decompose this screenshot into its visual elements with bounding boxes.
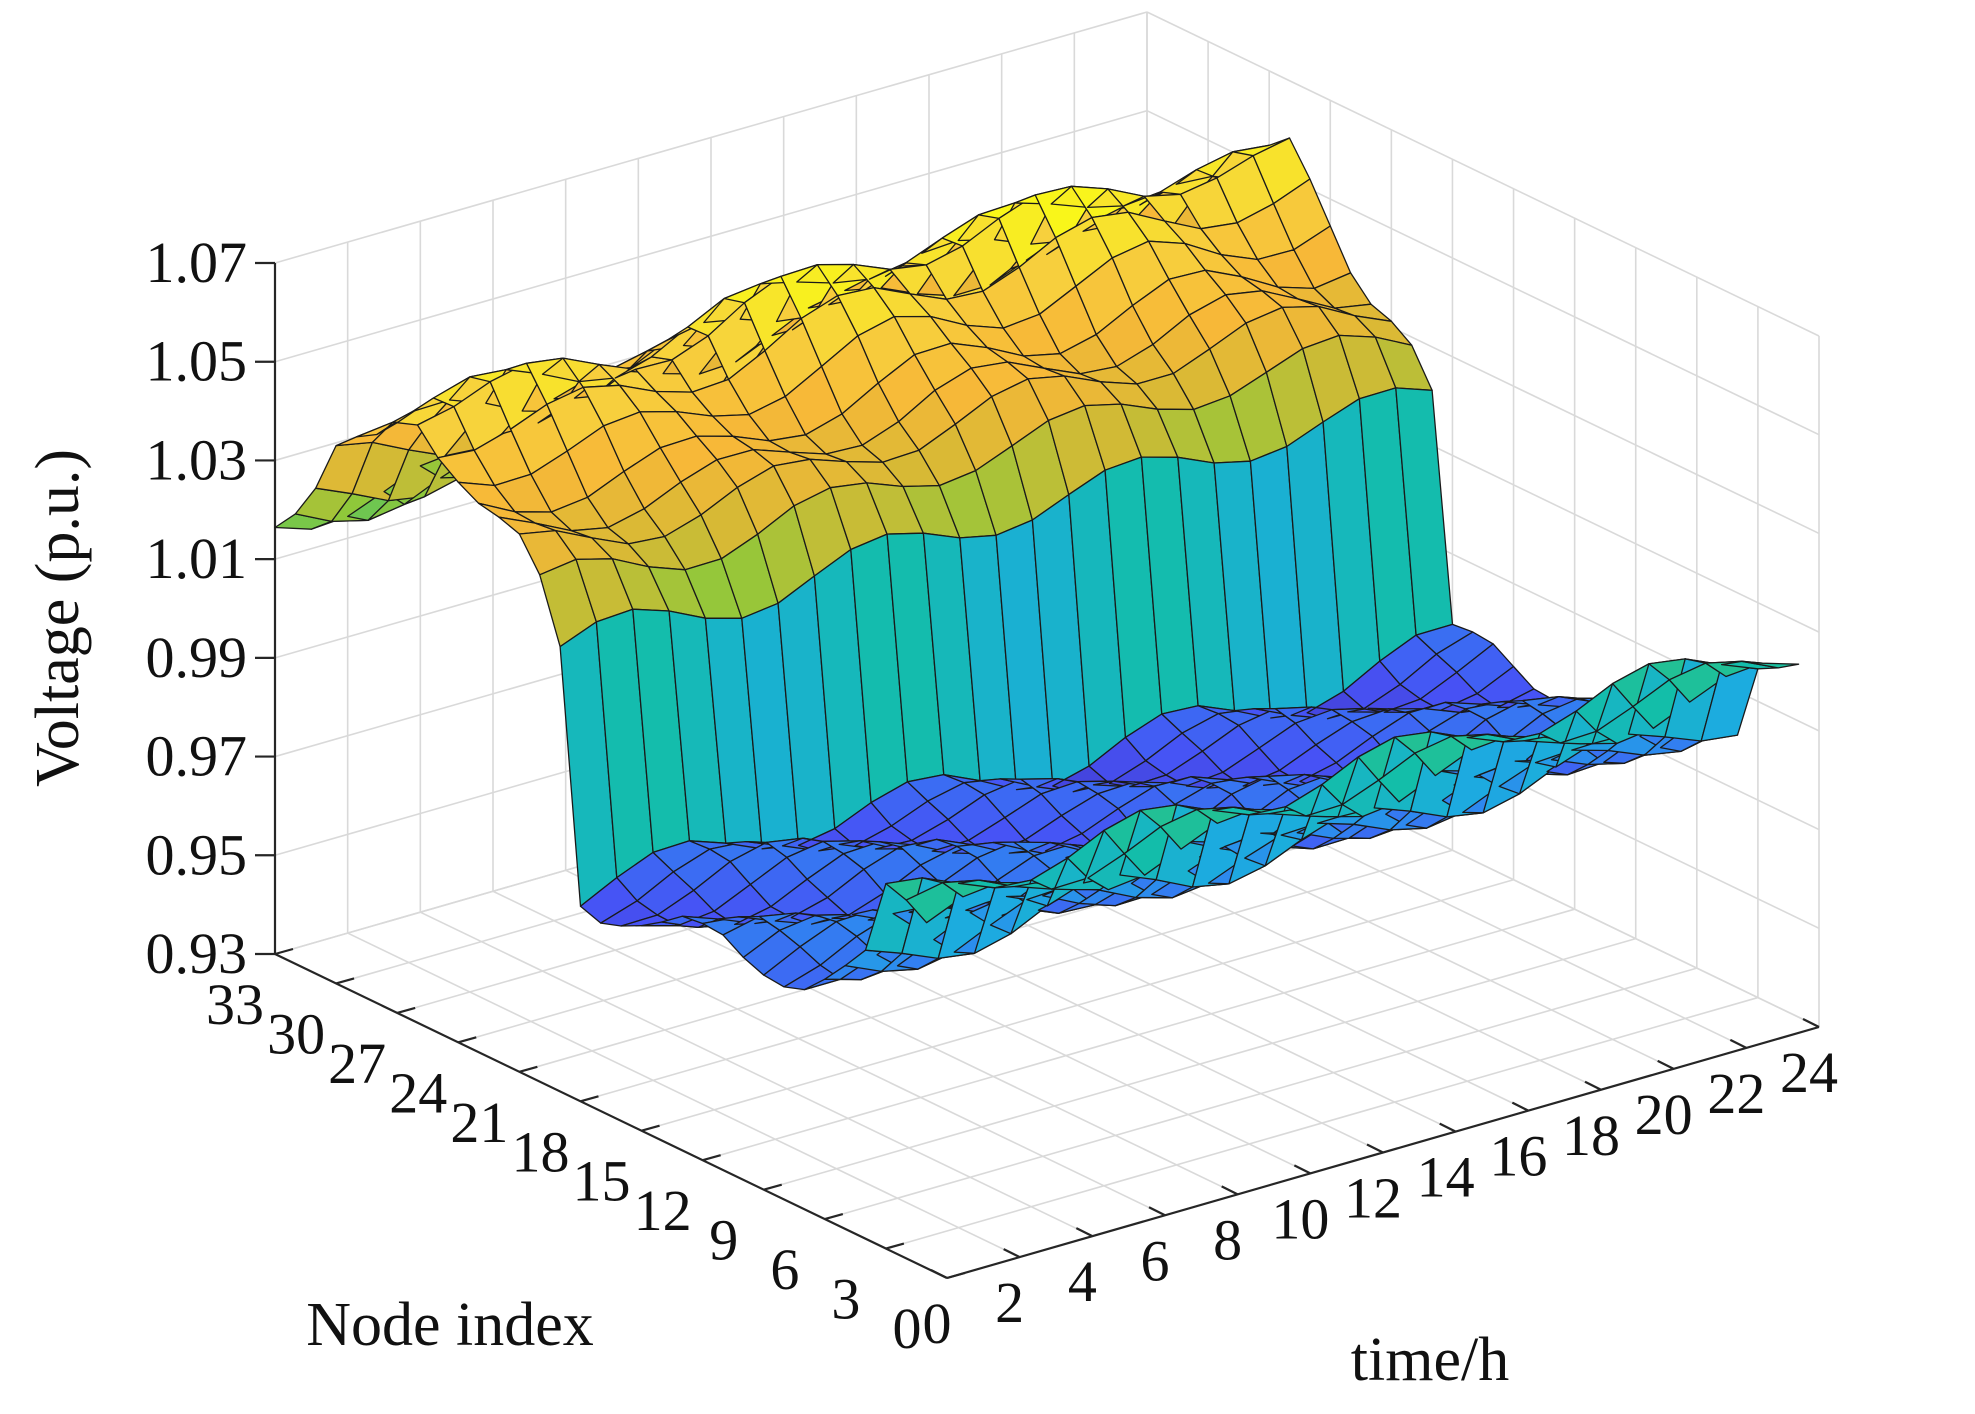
floor-grid-line bbox=[763, 937, 1636, 1191]
x-tick-label: 22 bbox=[1707, 1061, 1765, 1126]
x-tick bbox=[930, 1269, 948, 1279]
x-tick-label: 24 bbox=[1780, 1040, 1838, 1105]
x-tick-label: 0 bbox=[923, 1291, 952, 1356]
x-tick-label: 2 bbox=[995, 1270, 1024, 1335]
x-tick bbox=[1003, 1248, 1021, 1259]
x-tick bbox=[1584, 1080, 1602, 1091]
x-tick bbox=[1729, 1038, 1747, 1049]
y-tick bbox=[946, 1271, 966, 1280]
x-tick-label: 16 bbox=[1489, 1124, 1547, 1189]
y-axis-title: Node index bbox=[306, 1291, 594, 1359]
floor-grid-line bbox=[885, 996, 1759, 1250]
y-tick bbox=[580, 1095, 599, 1103]
x-tick bbox=[1802, 1018, 1820, 1028]
z-tick-label: 0.93 bbox=[146, 921, 248, 986]
y-tick bbox=[824, 1213, 844, 1221]
x-tick-label: 14 bbox=[1417, 1145, 1475, 1210]
z-tick-label: 0.97 bbox=[146, 724, 248, 789]
y-tick-label: 18 bbox=[511, 1119, 569, 1184]
floor-grid-line bbox=[580, 849, 1453, 1103]
z-tick-label: 1.03 bbox=[146, 427, 248, 492]
x-tick bbox=[1511, 1101, 1529, 1112]
y-tick-label: 3 bbox=[831, 1267, 860, 1332]
y-tick-label: 15 bbox=[573, 1149, 631, 1214]
z-tick-label: 1.07 bbox=[146, 230, 248, 295]
y-tick-label: 9 bbox=[709, 1208, 738, 1273]
y-tick bbox=[885, 1242, 905, 1250]
z-tick-label: 0.95 bbox=[146, 822, 248, 887]
back-wall-grid-line bbox=[274, 109, 1148, 363]
x-tick bbox=[1293, 1164, 1311, 1175]
y-tick-label: 12 bbox=[634, 1178, 692, 1243]
back-wall-grid-line bbox=[274, 11, 1148, 264]
y-tick bbox=[335, 977, 355, 985]
y-tick bbox=[274, 947, 294, 956]
x-axis-title: time/h bbox=[1351, 1326, 1509, 1394]
x-tick-label: 20 bbox=[1635, 1082, 1693, 1147]
y-tick bbox=[641, 1124, 660, 1132]
y-tick-label: 27 bbox=[328, 1031, 386, 1096]
y-axis-line bbox=[274, 953, 948, 1279]
floor-grid-line bbox=[824, 967, 1698, 1220]
surface-cell bbox=[1741, 660, 1800, 669]
floor-grid-line bbox=[641, 878, 1514, 1132]
x-tick bbox=[1439, 1122, 1457, 1133]
x-tick bbox=[1148, 1206, 1166, 1217]
y-tick bbox=[763, 1183, 783, 1191]
x-tick-label: 4 bbox=[1068, 1249, 1097, 1314]
x-tick-label: 18 bbox=[1562, 1103, 1620, 1168]
y-tick bbox=[519, 1065, 538, 1073]
x-tick-label: 12 bbox=[1344, 1166, 1402, 1231]
x-tick-label: 8 bbox=[1213, 1207, 1242, 1272]
floor-grid-line bbox=[347, 932, 1021, 1258]
y-tick bbox=[457, 1036, 477, 1044]
y-tick-label: 24 bbox=[389, 1060, 447, 1125]
y-tick-label: 33 bbox=[206, 972, 264, 1037]
x-tick-label: 10 bbox=[1271, 1186, 1329, 1251]
x-tick bbox=[1221, 1185, 1239, 1196]
x-tick bbox=[1366, 1143, 1384, 1154]
z-tick-label: 1.05 bbox=[146, 329, 248, 394]
y-tick-label: 30 bbox=[267, 1001, 325, 1066]
x-tick bbox=[1075, 1227, 1093, 1238]
floor-grid-line bbox=[702, 908, 1575, 1161]
side-wall-grid-line bbox=[1146, 11, 1820, 337]
z-tick-label: 0.99 bbox=[146, 625, 248, 690]
y-tick-label: 6 bbox=[770, 1237, 799, 1302]
floor-grid-line bbox=[419, 911, 1093, 1237]
y-tick-label: 0 bbox=[893, 1296, 922, 1361]
z-axis-title: Voltage (p.u.) bbox=[24, 449, 92, 787]
y-tick bbox=[702, 1154, 721, 1162]
z-tick-label: 1.01 bbox=[146, 526, 248, 591]
y-tick-label: 21 bbox=[450, 1090, 508, 1155]
y-tick bbox=[396, 1006, 416, 1014]
x-tick-label: 6 bbox=[1141, 1228, 1170, 1293]
x-tick bbox=[1657, 1059, 1675, 1070]
floor-grid-line bbox=[492, 890, 1166, 1216]
